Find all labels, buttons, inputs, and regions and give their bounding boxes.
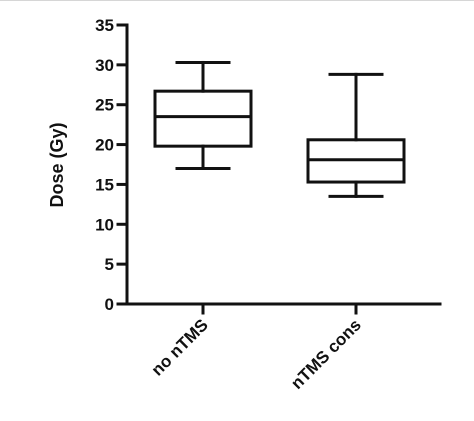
y-tick-label: 0 <box>105 295 114 314</box>
y-axis-title: Dose (Gy) <box>47 122 67 207</box>
top-border-line <box>0 0 474 1</box>
y-tick-label: 15 <box>95 175 114 194</box>
y-tick-label: 20 <box>95 136 114 155</box>
iqr-box <box>153 89 253 148</box>
y-tick-label: 10 <box>95 215 114 234</box>
box-ntms-cons <box>306 72 406 198</box>
plot-area <box>153 60 406 198</box>
x-category-label: no nTMS <box>148 315 212 379</box>
x-category-label: nTMS cons <box>287 315 365 393</box>
y-tick-label: 5 <box>105 255 114 274</box>
y-tick-label: 25 <box>95 96 114 115</box>
x-axis: no nTMS nTMS cons <box>125 302 442 393</box>
y-tick-label: 35 <box>95 16 114 35</box>
y-axis: 0 5 10 15 20 25 30 35 <box>95 16 129 314</box>
y-tick-label: 30 <box>95 56 114 75</box>
box-no-ntms <box>153 60 253 170</box>
